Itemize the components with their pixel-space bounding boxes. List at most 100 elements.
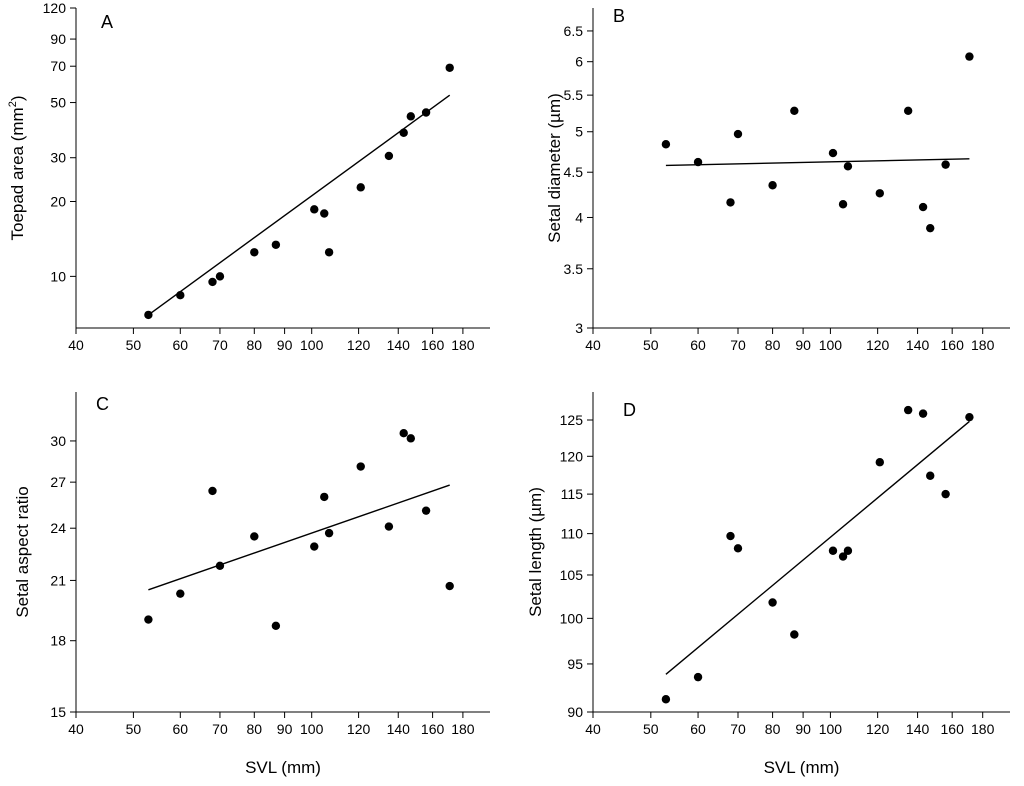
regression-line [665, 420, 970, 675]
data-point [843, 162, 853, 171]
y-tick-label: 105 [560, 567, 584, 583]
data-point [271, 621, 281, 630]
y-axis-title-unit: mm [8, 107, 27, 135]
data-point [726, 198, 735, 207]
data-point [726, 531, 735, 541]
y-tick-label: 3 [575, 320, 583, 336]
x-tick-label: 120 [347, 721, 371, 737]
x-tick-label: 100 [300, 337, 324, 353]
y-axis-title: Toepad area (mm2) [7, 95, 27, 240]
x-tick-label: 180 [971, 721, 995, 737]
y-tick-label: 120 [43, 0, 67, 16]
y-axis-title: Setal length (µm) [526, 487, 545, 617]
data-point [399, 128, 408, 137]
data-point [941, 489, 950, 499]
y-tick-label: 10 [50, 268, 66, 284]
data-point [250, 248, 259, 257]
x-tick-label: 80 [247, 337, 263, 353]
x-tick-label: 50 [643, 337, 659, 353]
y-tick-label: 6 [575, 54, 583, 70]
x-tick-label: 40 [585, 337, 601, 353]
y-axis-title-text: Setal diameter [545, 133, 564, 243]
y-tick-label: 70 [50, 58, 66, 74]
x-tick-label: 140 [906, 721, 930, 737]
data-point [356, 462, 365, 471]
y-tick-label: 3.5 [564, 261, 584, 277]
data-point [828, 148, 838, 158]
data-point [733, 544, 743, 553]
y-tick-label: 90 [567, 704, 583, 720]
x-tick-label: 80 [247, 721, 263, 737]
data-point [843, 546, 853, 555]
data-point [445, 581, 454, 591]
data-point [790, 106, 799, 116]
data-point [903, 405, 913, 415]
data-point [324, 248, 334, 257]
data-point [828, 546, 838, 555]
y-axis-title-text: Toepad area [8, 145, 27, 240]
data-point [918, 202, 928, 212]
x-tick-label: 50 [126, 337, 142, 353]
data-point [965, 52, 974, 61]
data-point [926, 471, 935, 480]
x-tick-label: 140 [387, 337, 411, 353]
x-tick-label: 40 [585, 721, 601, 737]
y-tick-label: 115 [561, 486, 584, 502]
y-tick-label: 120 [560, 448, 584, 464]
x-tick-label: 80 [765, 337, 781, 353]
x-tick-label: 60 [690, 337, 706, 353]
y-tick-label: 30 [50, 150, 66, 166]
y-axis-title-open: ( [526, 516, 545, 527]
y-tick-label: 27 [50, 474, 66, 490]
y-tick-label: 4 [575, 209, 583, 225]
x-axis-title: SVL (mm) [764, 758, 840, 777]
panel-c: 40 50 60 70 80 90 100 120 140 160 180 15 18 21 24 27 30 C… [13, 392, 490, 777]
data-point [208, 486, 217, 496]
y-axis-title-text: Setal aspect ratio [13, 486, 32, 617]
data-point [903, 106, 913, 116]
y-axis-title-close: ) [545, 93, 564, 99]
x-tick-label: 90 [795, 337, 811, 353]
x-tick-label: 120 [866, 337, 890, 353]
y-axis-title-unit: µm [526, 493, 545, 517]
y-axis-title: Setal diameter (µm) [545, 93, 564, 243]
panel-letter: A [101, 12, 113, 32]
y-tick-label: 21 [50, 572, 66, 588]
regression-line [665, 158, 970, 167]
x-axis-title: SVL (mm) [245, 758, 321, 777]
data-point [324, 528, 334, 538]
data-point [733, 129, 743, 139]
data-point [320, 492, 329, 502]
y-axis-title-open: ( [8, 135, 27, 146]
data-point [144, 615, 153, 624]
y-tick-label: 15 [50, 704, 66, 720]
x-tick-label: 90 [277, 721, 293, 737]
x-tick-label: 40 [68, 337, 84, 353]
data-point [421, 108, 431, 117]
data-point [144, 310, 153, 320]
y-tick-label: 125 [560, 412, 584, 428]
y-tick-label: 20 [50, 194, 66, 210]
x-tick-label: 60 [173, 721, 189, 737]
y-tick-label: 5 [575, 124, 583, 140]
data-point [406, 112, 416, 121]
data-point [875, 458, 884, 467]
y-tick-label: 4.5 [564, 164, 584, 180]
y-tick-label: 5.5 [564, 87, 584, 103]
data-point [918, 409, 928, 418]
panel-letter: C [96, 394, 109, 414]
x-tick-label: 70 [730, 721, 746, 737]
x-tick-label: 40 [68, 721, 84, 737]
data-point [926, 223, 935, 233]
panel-b: 40 50 60 70 80 90 100 120 140 160 180 3 3.5 4 4.5 5 5.5 6… [545, 6, 1010, 353]
panel-a: 40 50 60 70 80 90 100 120 140 160 180 10 20 30 50 70 90 1… [7, 0, 490, 353]
regression-line [148, 484, 450, 591]
data-point [176, 589, 185, 598]
data-point [790, 630, 799, 639]
x-tick-label: 70 [212, 337, 228, 353]
y-axis-title-unit: µm [545, 99, 564, 123]
data-point [768, 181, 777, 190]
panel-d: 40 50 60 70 80 90 100 120 140 160 180 90 95 100 105 110… [526, 392, 1010, 777]
data-point [399, 429, 408, 438]
x-tick-label: 160 [421, 337, 445, 353]
